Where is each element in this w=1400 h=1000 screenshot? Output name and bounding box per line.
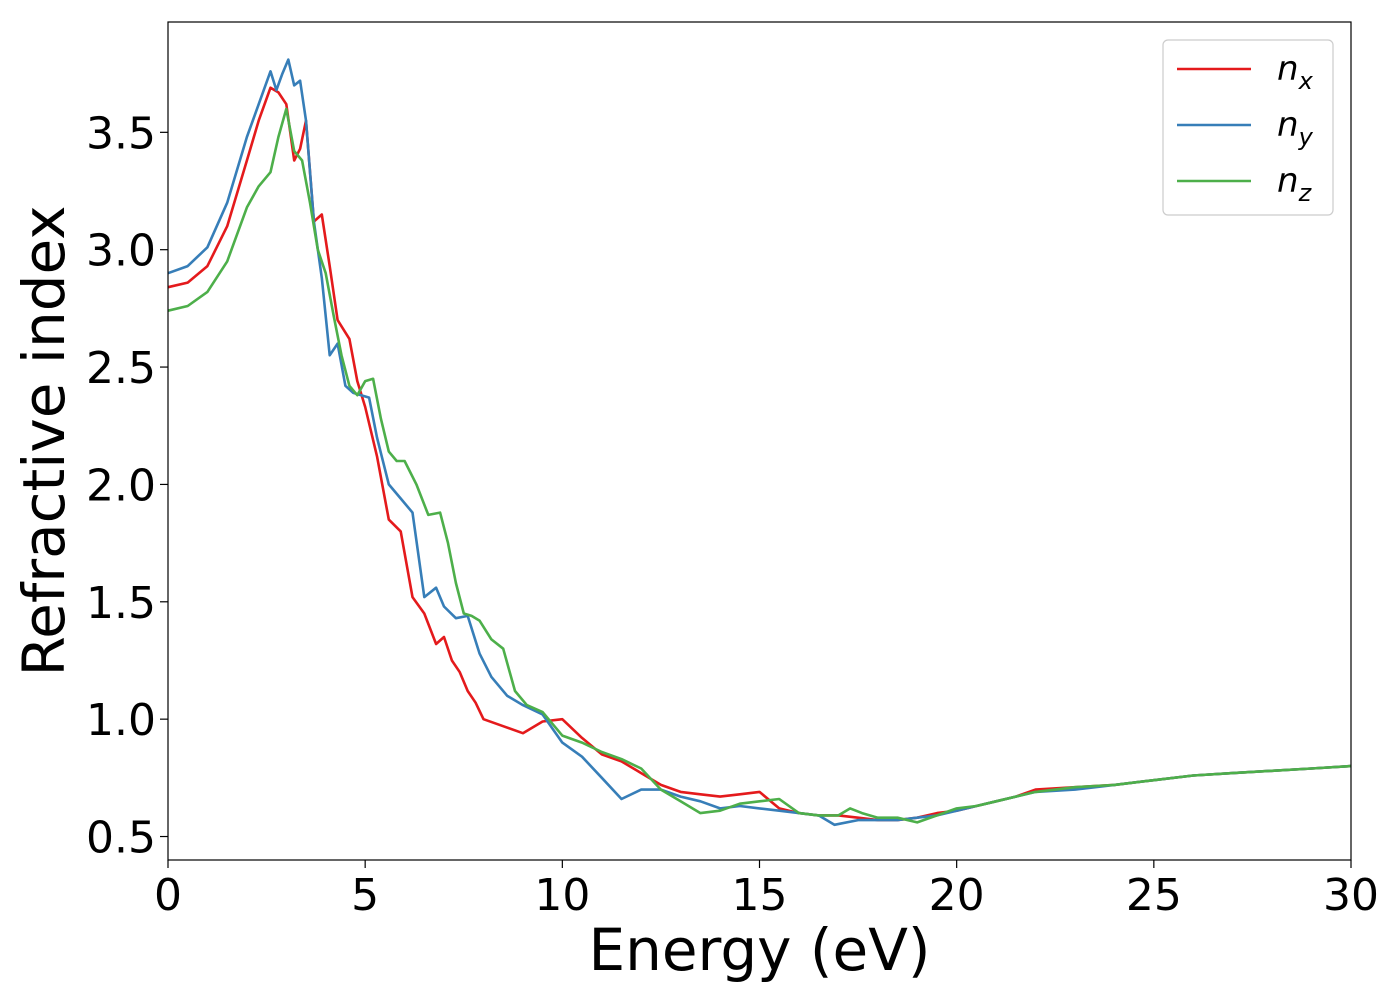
y-tick-label: 3.5 xyxy=(86,108,156,159)
legend-label-y: ny xyxy=(1277,105,1314,151)
series-line-z xyxy=(167,107,1352,824)
y-tick-label: 2.0 xyxy=(86,460,156,511)
x-tick-label: 5 xyxy=(351,870,379,921)
legend-label-subscript: y xyxy=(1298,123,1314,151)
y-axis-title: Refractive index xyxy=(10,205,78,676)
x-tick-label: 10 xyxy=(534,870,590,921)
plot-lines xyxy=(167,58,1352,827)
x-tick-label: 20 xyxy=(929,870,985,921)
y-tick-label: 3.0 xyxy=(86,226,156,277)
legend-label-subscript: z xyxy=(1298,179,1313,207)
x-tick-label: 25 xyxy=(1126,870,1182,921)
x-axis-title: Energy (eV) xyxy=(588,916,930,984)
y-tick-label: 2.5 xyxy=(86,343,156,394)
legend-label-base: n xyxy=(1277,105,1299,145)
legend-label-base: n xyxy=(1277,161,1299,201)
legend-label-z: nz xyxy=(1277,161,1313,207)
x-tick-label: 15 xyxy=(732,870,788,921)
legend-label-x: nx xyxy=(1277,49,1314,95)
x-tick-label: 30 xyxy=(1323,870,1379,921)
legend-label-subscript: x xyxy=(1298,67,1314,95)
y-tick-label: 1.0 xyxy=(86,695,156,746)
y-tick-label: 1.5 xyxy=(86,578,156,629)
legend-box xyxy=(1162,39,1334,216)
y-axis: 0.5 1.0 1.5 2.0 2.5 3.0 3.5 xyxy=(86,108,168,864)
legend-label-base: n xyxy=(1277,49,1299,89)
x-axis: 0 5 10 15 20 25 30 xyxy=(154,860,1379,921)
y-tick-label: 0.5 xyxy=(86,813,156,864)
x-tick-label: 0 xyxy=(154,870,182,921)
